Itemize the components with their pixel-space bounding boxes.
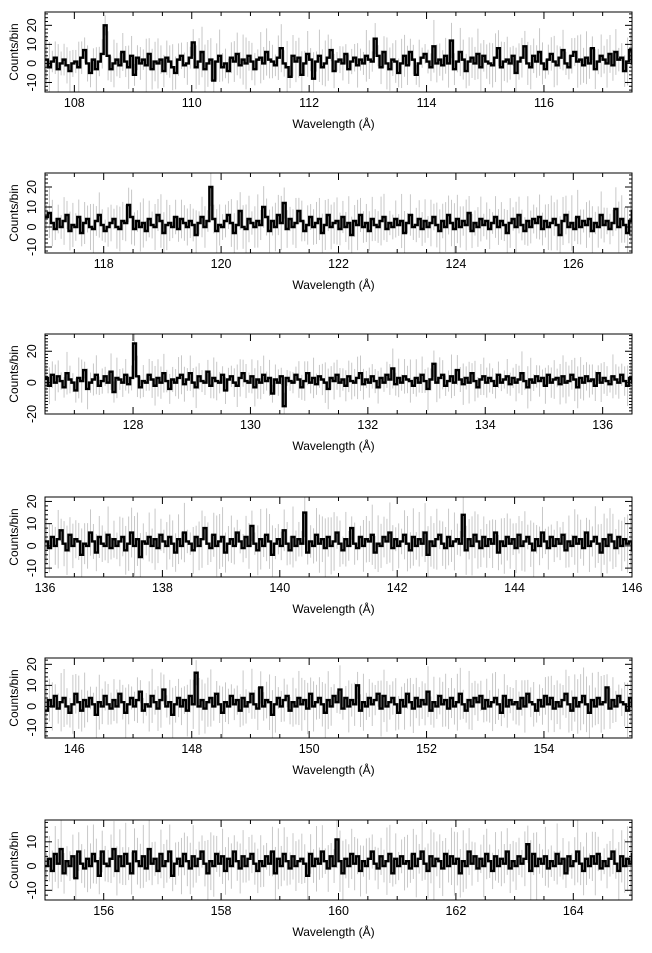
y-axis-label: Counts/bin [7,508,21,565]
x-tick-label: 158 [211,904,232,918]
y-axis-label: Counts/bin [7,831,21,888]
x-tick-label: 136 [592,418,613,432]
y-tick-label: 20 [25,494,39,508]
x-tick-label: 116 [534,96,554,110]
x-tick-label: 152 [416,742,437,756]
x-tick-label: 114 [417,96,437,110]
x-axis-label: Wavelength (Å) [292,762,374,777]
histogram-line [45,838,632,880]
x-tick-label: 120 [211,257,232,271]
y-tick-label: -20 [25,405,39,423]
y-tick-label: 0 [25,542,39,549]
spectrum-panel-5: 146 148 150 152 154 -10 0 10 20 Counts/bin Wavelen… [7,657,633,777]
spectrum-panel-4: 136 138 140 142 144 146 -10 0 10 20 Counts/bin Wave… [7,494,643,616]
x-axis-label: Wavelength (Å) [292,438,374,453]
histogram-line [45,342,632,408]
x-axis-label: Wavelength (Å) [292,601,374,616]
histogram-line [45,671,632,717]
x-tick-label: 118 [94,257,114,271]
y-tick-label: 0 [25,379,39,386]
y-axis-label: Counts/bin [7,23,21,80]
x-tick-label: 110 [182,96,202,110]
x-tick-label: 138 [152,581,173,595]
y-tick-label: 20 [25,180,39,194]
x-tick-label: 112 [299,96,319,110]
plot-frame [44,11,633,93]
x-tick-label: 122 [328,257,349,271]
x-tick-label: 134 [475,418,496,432]
plot-frame [44,172,633,254]
x-tick-label: 132 [357,418,378,432]
x-axis-label: Wavelength (Å) [292,924,374,939]
spectrum-panel-3: 128 130 132 134 136 -20 0 20 Counts/bin Wavelengt… [7,333,633,453]
x-tick-label: 146 [622,581,643,595]
y-tick-label: -10 [25,559,39,577]
x-tick-label: 130 [240,418,261,432]
y-tick-label: 20 [25,18,39,32]
x-tick-label: 150 [299,742,320,756]
histogram-line [45,24,632,82]
x-tick-label: 164 [563,904,584,918]
y-tick-label: 0 [25,703,39,710]
x-tick-label: 108 [64,96,85,110]
spectrum-panel-2: 118 120 122 124 126 -10 0 10 20 Counts/bin Wavelen… [7,172,633,292]
y-tick-label: 0 [25,223,39,230]
x-tick-label: 146 [64,742,85,756]
y-axis-label: Counts/bin [7,345,21,402]
x-tick-label: 144 [504,581,525,595]
spectrum-panel-6: 156 158 160 162 164 -10 0 10 Counts/bin Wavelengt… [7,819,633,939]
y-axis-label: Counts/bin [7,669,21,726]
x-tick-label: 126 [563,257,584,271]
x-tick-label: 140 [269,581,290,595]
histogram-line [45,511,632,559]
spectrum-panel-1: 108 110 112 114 116 -10 0 10 20 Counts/bin Wavelen… [7,11,633,131]
y-tick-label: -10 [25,718,39,736]
x-tick-label: 128 [123,418,144,432]
y-tick-label: 10 [25,517,39,531]
y-tick-label: -10 [25,238,39,256]
histogram-line [45,185,632,237]
x-tick-label: 142 [387,581,408,595]
y-tick-label: 20 [25,344,39,358]
y-tick-label: 20 [25,657,39,671]
y-tick-label: 10 [25,200,39,214]
y-tick-label: 0 [25,863,39,870]
error-bars [45,497,632,577]
y-tick-label: 10 [25,678,39,692]
x-tick-label: 160 [328,904,349,918]
y-tick-label: 0 [25,60,39,67]
x-tick-label: 156 [93,904,114,918]
x-tick-label: 162 [445,904,466,918]
y-tick-label: 10 [25,37,39,51]
y-tick-label: -10 [25,73,39,91]
y-axis-label: Counts/bin [7,184,21,241]
x-axis-label: Wavelength (Å) [292,277,374,292]
y-tick-label: 10 [25,835,39,849]
x-tick-label: 136 [35,581,56,595]
x-tick-label: 148 [181,742,202,756]
error-bars [45,173,632,253]
y-tick-label: -10 [25,881,39,899]
x-tick-label: 124 [445,257,466,271]
x-axis-label: Wavelength (Å) [292,116,374,131]
x-tick-label: 154 [534,742,555,756]
